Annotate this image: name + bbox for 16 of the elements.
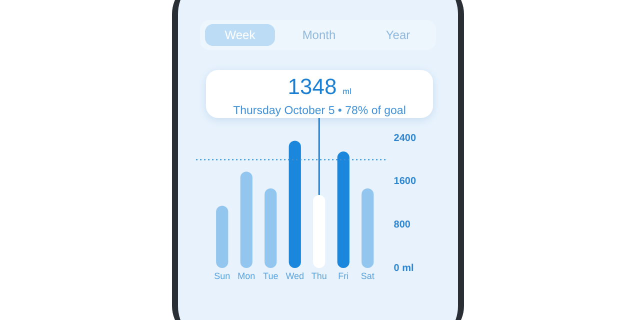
- y-tick-label: 2400: [394, 132, 416, 144]
- y-tick-label: 0 ml: [394, 262, 414, 274]
- text: Month: [301, 27, 337, 44]
- text: Week: [205, 24, 275, 46]
- x-tick-label: Tue: [263, 270, 278, 281]
- y-tick-label: 800: [394, 219, 411, 230]
- x-tick-label: Wed: [286, 270, 304, 281]
- x-tick-label: Sun: [214, 270, 230, 281]
- x-tick-label: Thu: [311, 270, 327, 281]
- text: Year: [384, 27, 412, 44]
- x-tick-label: Fri: [338, 270, 349, 281]
- x-tick-label: Mon: [238, 270, 256, 281]
- text: Thursday October 5 • 78% of goal: [232, 104, 407, 119]
- x-tick-label: Sat: [360, 270, 375, 281]
- annotation: 1348 ml: [288, 74, 352, 99]
- y-tick-label: 1600: [394, 176, 416, 188]
